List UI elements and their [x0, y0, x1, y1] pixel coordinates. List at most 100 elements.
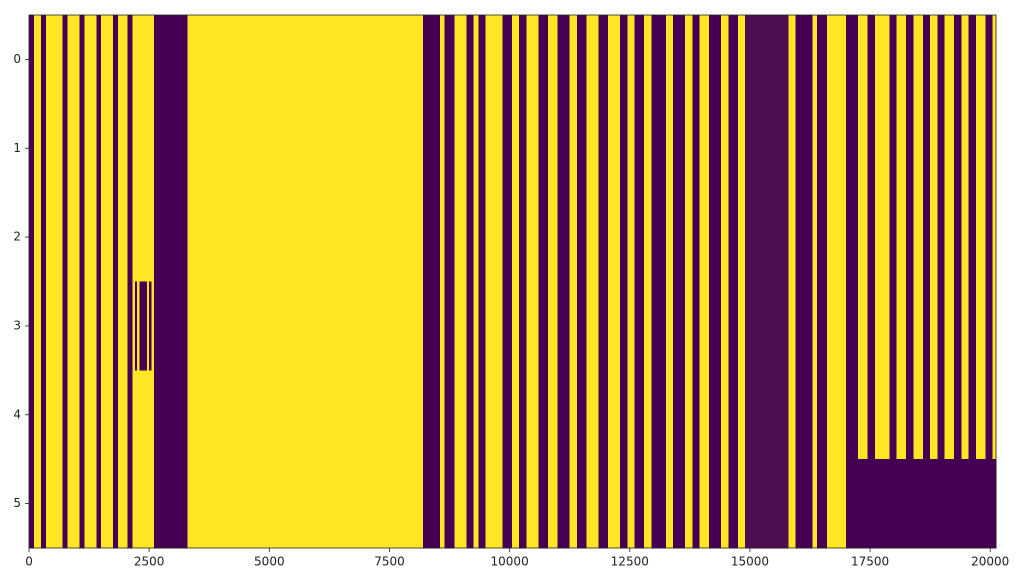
cell [673, 192, 686, 282]
cell [423, 192, 441, 282]
cell [137, 15, 140, 105]
cell [728, 459, 739, 549]
cell [745, 192, 789, 282]
cell [134, 281, 138, 371]
cell [423, 370, 441, 460]
cell [526, 15, 539, 105]
cell [127, 192, 133, 282]
cell [512, 192, 520, 282]
cell [41, 103, 47, 193]
cell [502, 459, 513, 549]
cell [151, 281, 155, 371]
cell [67, 459, 80, 549]
cell [439, 281, 446, 371]
cell [538, 459, 549, 549]
cell [473, 281, 479, 371]
cell [502, 281, 513, 371]
cell [627, 281, 635, 371]
cell [62, 192, 68, 282]
cell [134, 370, 138, 460]
cell [737, 459, 746, 549]
y-tick-label: 0 [13, 52, 21, 66]
cell [673, 15, 686, 105]
cell [874, 192, 890, 282]
cell [45, 370, 63, 460]
cell [922, 192, 931, 282]
cell [975, 103, 986, 193]
cell [485, 459, 503, 549]
cell [598, 281, 609, 371]
cell [45, 15, 63, 105]
cell [151, 15, 155, 105]
cell [874, 103, 890, 193]
cell [132, 192, 136, 282]
cell [737, 370, 746, 460]
cell [478, 281, 486, 371]
cell [788, 103, 796, 193]
cell [975, 459, 986, 549]
cell [538, 281, 549, 371]
cell [692, 192, 700, 282]
cell [557, 15, 571, 105]
cell [889, 192, 897, 282]
cell [132, 281, 136, 371]
cell [906, 370, 914, 460]
cell [975, 15, 986, 105]
cell [153, 281, 188, 371]
cell [644, 370, 652, 460]
cell [96, 370, 102, 460]
cell [709, 459, 722, 549]
cell [968, 103, 977, 193]
cell [557, 192, 571, 282]
cell [922, 459, 931, 549]
cell [634, 15, 645, 105]
cell [117, 281, 128, 371]
cell [906, 281, 914, 371]
cell [439, 370, 446, 460]
cell [586, 281, 599, 371]
cell [139, 459, 148, 549]
cell [548, 459, 558, 549]
cell [149, 281, 152, 371]
cell [922, 281, 931, 371]
cell [961, 459, 969, 549]
cell [817, 15, 828, 105]
cell [685, 103, 693, 193]
cell [466, 103, 474, 193]
cell [96, 459, 102, 549]
cell [954, 459, 962, 549]
cell [153, 15, 188, 105]
cell [444, 459, 455, 549]
cell [992, 15, 997, 105]
cell [812, 459, 818, 549]
cell [512, 15, 520, 105]
cell [937, 281, 945, 371]
cell [538, 103, 549, 193]
y-tick-label: 5 [13, 496, 21, 510]
cell [634, 459, 645, 549]
cell [709, 192, 722, 282]
cell [444, 192, 455, 282]
cell [699, 15, 710, 105]
cell [846, 103, 859, 193]
cell [745, 15, 789, 105]
cell [954, 192, 962, 282]
cell [795, 459, 813, 549]
cell [644, 192, 652, 282]
cell [444, 103, 455, 193]
cell [608, 370, 621, 460]
cell [858, 281, 868, 371]
cell [478, 192, 486, 282]
cell [968, 15, 977, 105]
x-tick-label: 5000 [254, 555, 285, 569]
cell [444, 281, 455, 371]
cell [906, 192, 914, 282]
cell [187, 281, 424, 371]
cell [930, 15, 938, 105]
cell [117, 192, 128, 282]
cell [101, 281, 114, 371]
cell [478, 459, 486, 549]
cell [874, 459, 890, 549]
cell [466, 15, 474, 105]
cell [795, 281, 813, 371]
